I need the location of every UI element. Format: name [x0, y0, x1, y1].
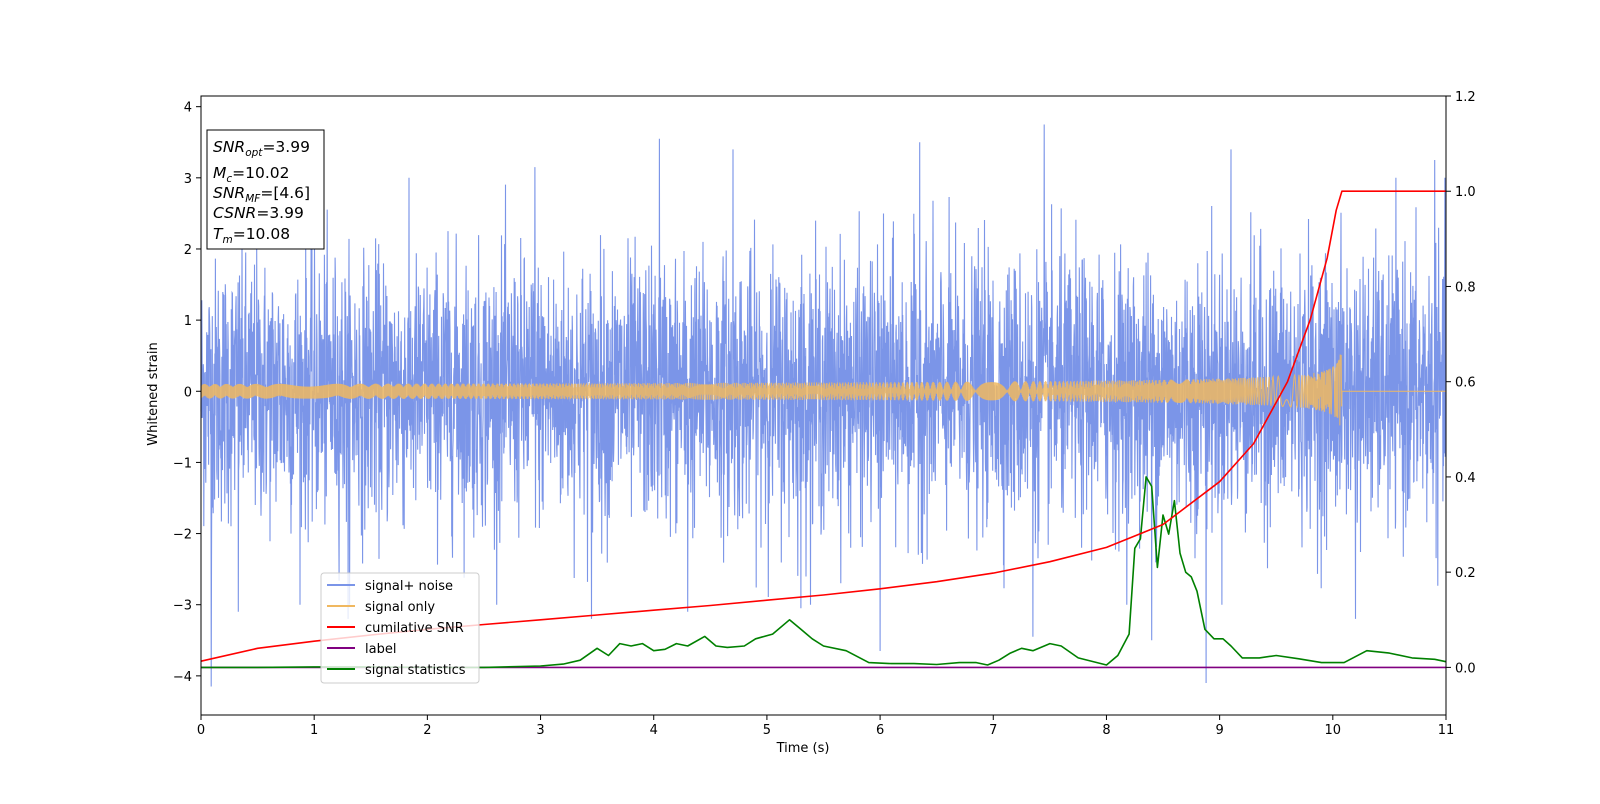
annotation-line: SNRMF=[4.6]	[213, 184, 310, 205]
x-tick-label: 11	[1438, 723, 1455, 738]
plot-frame	[200, 95, 1447, 716]
x-tick-label: 8	[1102, 723, 1110, 738]
y-tick-label: −1	[173, 456, 192, 471]
y-right-tick-label: 0.2	[1455, 566, 1476, 581]
y-tick-label: −4	[173, 670, 192, 685]
series-signal-statistics-line	[201, 476, 1447, 669]
y-tick-label: −3	[173, 599, 192, 614]
annotation-frame	[206, 129, 325, 250]
x-axis-label: Time (s)	[776, 741, 830, 756]
y-tick-label: 2	[184, 243, 192, 258]
annotation-line: CSNR=3.99	[213, 204, 304, 222]
y-right-tick-label: 1.2	[1455, 90, 1476, 105]
y-tick-label: 0	[184, 385, 192, 400]
annotation-line: SNRopt=3.99	[213, 138, 310, 159]
x-tick-label: 5	[763, 723, 771, 738]
axes-layer	[200, 95, 1447, 716]
legend-label: signal statistics	[365, 663, 466, 678]
x-tick-label: 2	[423, 723, 431, 738]
x-tick-label: 7	[989, 723, 997, 738]
x-tick-label: 4	[650, 723, 658, 738]
y-right-tick-label: 0.8	[1455, 280, 1476, 295]
annotation-line: Tm=10.08	[213, 225, 290, 246]
y-right-tick-label: 0.4	[1455, 471, 1476, 486]
y-axis-label: Whitened strain	[146, 342, 161, 445]
x-tick-label: 10	[1325, 723, 1342, 738]
y-right-tick-label: 0.6	[1455, 376, 1476, 391]
y-tick-label: 1	[184, 314, 192, 329]
y-tick-label: −2	[173, 528, 192, 543]
series-signal-only-line	[200, 354, 1446, 426]
legend-frame	[320, 572, 480, 684]
ticks-layer: 0 1 2 3 4 5 6 7 8 9 10 11 −4 −3 −2 −1 0 1 2 3 4 0.0 0.2 0.4 0.6 0…	[173, 90, 1476, 738]
y-tick-label: 3	[184, 172, 192, 187]
legend: signal+ noise signal only cumilative SNR la…	[320, 572, 480, 684]
legend-label: signal only	[365, 600, 435, 615]
x-tick-label: 1	[310, 723, 318, 738]
legend-label: label	[365, 642, 396, 657]
y-right-tick-label: 1.0	[1455, 185, 1476, 200]
legend-label: signal+ noise	[365, 579, 453, 594]
y-tick-label: 4	[184, 101, 192, 116]
legend-label: cumilative SNR	[365, 621, 464, 636]
annotation-line: Mc=10.02	[213, 164, 290, 185]
x-tick-label: 0	[197, 723, 205, 738]
x-tick-label: 6	[876, 723, 884, 738]
x-tick-label: 9	[1215, 723, 1223, 738]
x-tick-label: 3	[536, 723, 544, 738]
chirp-layer	[200, 354, 1446, 426]
y-right-tick-label: 0.0	[1455, 661, 1476, 676]
